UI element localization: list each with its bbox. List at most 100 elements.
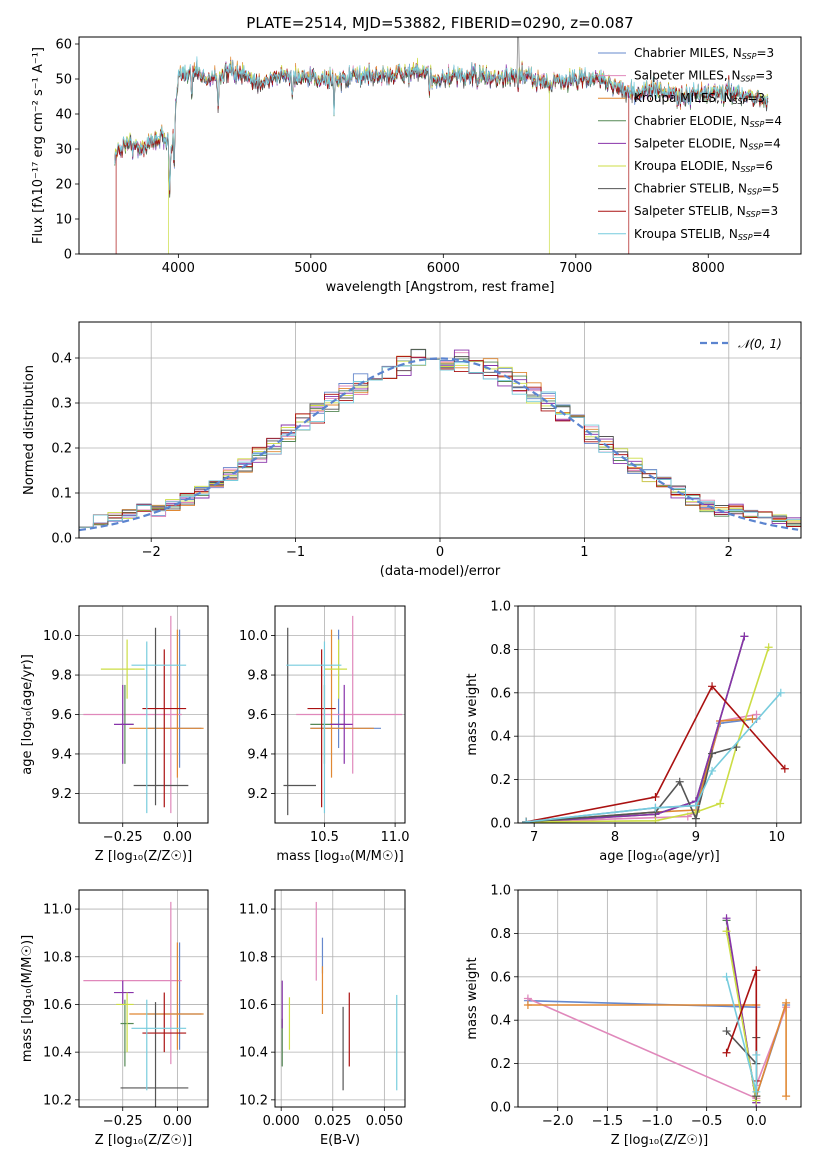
x-tick-label: 8 (611, 830, 619, 845)
weight-series-line (526, 718, 757, 823)
x-axis-label: Z [log₁₀(Z/Z☉)] (95, 849, 192, 864)
x-tick-label: −0.5 (691, 1114, 723, 1129)
y-axis-label: Flux [fλ10⁻¹⁷ erg cm⁻² s⁻¹ A⁻¹] (31, 47, 46, 244)
y-tick-label: 0.4 (490, 730, 511, 745)
legend-entry-label: Kroupa MILES, NSSP=3 (634, 91, 765, 106)
panel-age-vs-Z: −0.25 0.00 9.2 9.4 9.6 9.8 10.0 Z [log₁₀(Z/Z☉)]… (20, 605, 209, 864)
legend-name: Kroupa STELIB, N (634, 227, 738, 241)
x-tick-label: 10 (768, 830, 785, 845)
x-tick-label: −1 (286, 545, 305, 560)
axes-frame (78, 605, 209, 824)
legend-name: Kroupa MILES, N (634, 91, 733, 105)
data-weight-vs-age (522, 632, 789, 823)
y-tick-label: 9.6 (51, 708, 72, 723)
x-tick-label: 0 (436, 545, 444, 560)
y-axis-label: age [log₁₀(age/yr)] (20, 654, 35, 775)
y-tick-label: 10.6 (239, 998, 268, 1013)
plus-marker (722, 972, 731, 981)
x-tick-label: 1 (580, 545, 588, 560)
plot-area-age-vs-mass (275, 606, 405, 823)
legend-entry-label: Kroupa ELODIE, NSSP=6 (634, 159, 773, 174)
y-tick-label: 10.8 (239, 950, 268, 965)
legend-name: Salpeter MILES, N (634, 69, 741, 83)
x-tick-label: −0.25 (103, 1114, 143, 1129)
legend-entry-label: Chabrier ELODIE, NSSP=4 (634, 114, 782, 129)
panel-age-vs-mass: 10.5 11.0 9.2 9.4 9.6 9.8 10.0 mass [log₁₀(M/M☉… (239, 605, 410, 864)
x-axis-label: age [log₁₀(age/yr)] (599, 849, 720, 864)
x-tick-label: −1.0 (641, 1114, 673, 1129)
plus-marker (722, 927, 731, 936)
legend-entry-label: Salpeter ELODIE, NSSP=4 (634, 136, 781, 151)
axes-frame (274, 889, 406, 1108)
x-tick-label: 10.5 (310, 830, 339, 845)
legend-nssp: =3 (747, 91, 765, 105)
x-tick-label: 5000 (294, 261, 327, 276)
y-tick-label: 9.6 (247, 708, 268, 723)
x-axis-label: mass [log₁₀(M/M☉)] (276, 849, 403, 864)
grid-mass-vs-EBV (275, 890, 405, 1107)
x-axis-label: Z [log₁₀(Z/Z☉)] (95, 1133, 192, 1148)
x-tick-label: 9 (692, 830, 700, 845)
legend-entry-label: Salpeter STELIB, NSSP=3 (634, 204, 778, 219)
x-tick-label: 4000 (162, 261, 195, 276)
axes-frame (78, 889, 209, 1108)
plot-area-weight-vs-age (518, 606, 801, 823)
axes-frame (78, 36, 802, 255)
plus-marker (752, 710, 761, 719)
axes-frame (517, 889, 802, 1108)
data-mass-vs-EBV (281, 901, 398, 1091)
legend-subscript: SSP (741, 165, 756, 174)
y-tick-label: 11.0 (239, 903, 268, 918)
weight-series-line (526, 713, 757, 823)
x-tick-label: 7000 (559, 261, 592, 276)
x-axis-label: wavelength [Angstrom, rest frame] (326, 280, 555, 295)
panel-spectrum: 4000 5000 6000 7000 8000 0 10 20 30 40 50 60 wavelen… (31, 14, 802, 295)
y-tick-label: 0.6 (490, 686, 511, 701)
y-tick-label: 10.2 (43, 1093, 72, 1108)
legend-nssp: =3 (756, 46, 774, 60)
legend-entry-label: Chabrier STELIB, NSSP=5 (634, 182, 779, 197)
legend-name: Chabrier MILES, N (634, 46, 742, 60)
panel-residuals: −2 −1 0 1 2 0.0 0.1 0.2 0.3 0.4 (data-model)/error… (22, 321, 802, 579)
plot-area-weight-vs-Z (518, 890, 801, 1107)
histogram-series-line (79, 358, 801, 528)
spectrum-series-line (114, 56, 769, 191)
plus-marker (782, 1092, 791, 1101)
x-tick-label: 0.025 (314, 1114, 351, 1129)
x-axis-label: E(B-V) (320, 1133, 360, 1148)
y-tick-label: 0.2 (490, 773, 511, 788)
y-tick-label: 10.4 (239, 1046, 268, 1061)
y-tick-label: 0.8 (490, 643, 511, 658)
plus-marker (740, 632, 749, 641)
y-tick-label: 1.0 (490, 884, 511, 899)
x-tick-label: −2 (142, 545, 161, 560)
y-tick-label: 9.2 (51, 787, 72, 802)
legend: Chabrier MILES, N SSP =3 Salpeter MILES, N S… (598, 46, 782, 242)
y-tick-label: 1.0 (490, 600, 511, 615)
y-tick-label: 10.6 (43, 998, 72, 1013)
y-tick-label: 20 (55, 178, 72, 193)
legend-nssp: =4 (753, 227, 771, 241)
plot-area-mass-vs-EBV (275, 890, 405, 1107)
data-spectrum (114, 37, 769, 254)
plus-marker (651, 792, 660, 801)
plus-marker (722, 1027, 731, 1036)
x-tick-label: 0.0 (746, 1114, 767, 1129)
x-tick-label: 0.00 (163, 830, 192, 845)
panel-mass-vs-Z: −0.25 0.00 10.2 10.4 10.6 10.8 11.0 Z [log₁₀(Z/… (20, 889, 209, 1148)
legend-nssp: =5 (762, 182, 780, 196)
grid-mass-vs-Z (79, 890, 208, 1107)
plus-marker (708, 682, 717, 691)
plus-marker (722, 914, 731, 923)
y-tick-label: 0.2 (51, 442, 72, 457)
plot-area-age-vs-Z (79, 606, 208, 823)
y-tick-label: 9.4 (51, 747, 72, 762)
y-tick-label: 9.8 (51, 669, 72, 684)
chart-title: PLATE=2514, MJD=53882, FIBERID=0290, z=0… (246, 14, 633, 32)
plot-area-residuals (79, 322, 801, 538)
emission-spike-line (516, 37, 520, 80)
legend-entry-label: Kroupa STELIB, NSSP=4 (634, 227, 770, 242)
plus-marker (522, 817, 531, 823)
weight-series-line (725, 976, 758, 1093)
